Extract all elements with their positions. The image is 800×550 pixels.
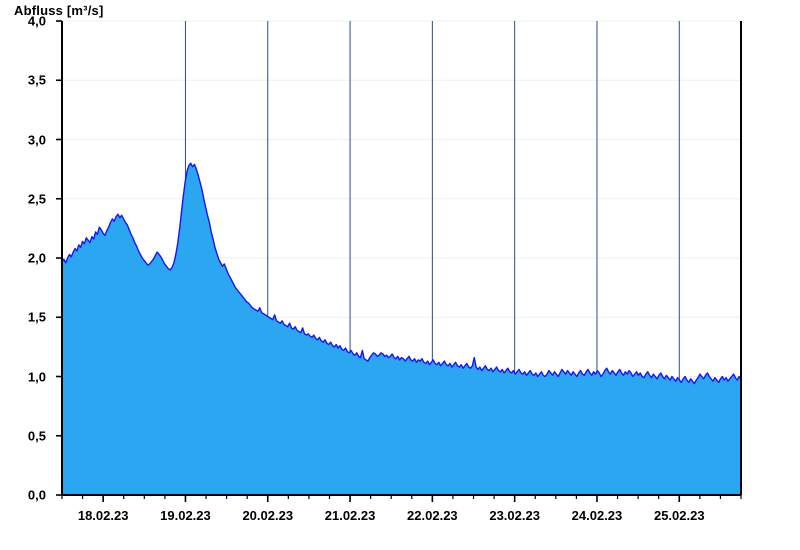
discharge-line [61, 162, 742, 385]
x-tick-label: 20.02.23 [242, 508, 294, 523]
y-tick-label: 2,0 [27, 250, 46, 266]
discharge-area-fill [62, 163, 741, 495]
y-tick-label: 2,5 [27, 191, 46, 207]
y-tick-label: 3,5 [27, 72, 46, 88]
x-tick-label: 19.02.23 [160, 508, 211, 523]
y-tick-label: 0,0 [27, 487, 46, 503]
x-axis-ticks [61, 495, 742, 502]
x-tick-label: 25.02.23 [653, 508, 705, 523]
y-axis-ticks [56, 20, 62, 496]
x-tick-label: 21.02.23 [324, 508, 376, 523]
y-tick-label: 1,5 [27, 309, 46, 325]
x-tick-label: 22.02.23 [407, 508, 458, 523]
y-tick-label: 4,0 [27, 13, 46, 29]
y-tick-label: 0,5 [27, 428, 46, 444]
x-tick-label: 23.02.23 [489, 508, 540, 523]
y-tick-label: 1,0 [27, 369, 46, 384]
x-tick-label: 18.02.23 [77, 508, 129, 523]
chart-title: Abfluss [m³/s] [14, 3, 104, 18]
y-tick-label: 3,0 [27, 132, 46, 147]
x-tick-label: 24.02.23 [571, 508, 623, 523]
